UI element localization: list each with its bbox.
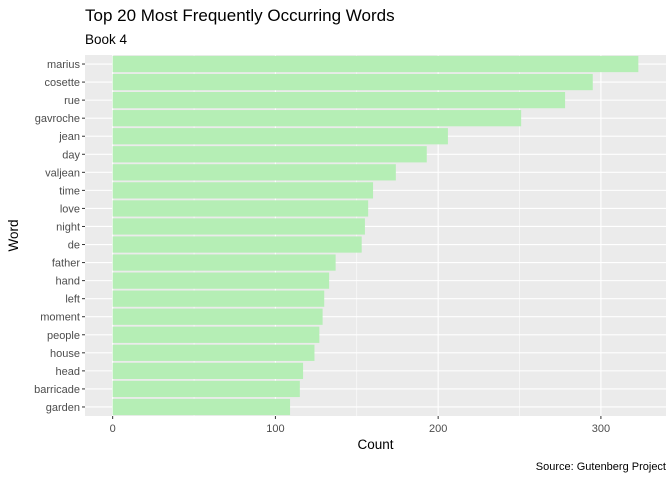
bar-day xyxy=(112,146,427,163)
bar-gavroche xyxy=(112,110,522,127)
y-tick-label: jean xyxy=(58,131,80,143)
x-axis-title: Count xyxy=(357,437,393,452)
bar-valjean xyxy=(112,164,396,181)
y-tick-label: rue xyxy=(64,95,80,107)
bar-moment xyxy=(112,308,323,325)
x-tick-label: 0 xyxy=(110,423,116,435)
plot-panel xyxy=(85,55,666,416)
bar-marius xyxy=(112,55,639,73)
y-tick-label: barricade xyxy=(34,384,80,396)
bars xyxy=(112,55,639,416)
bar-father xyxy=(112,254,336,271)
y-tick-label: father xyxy=(52,258,80,270)
axes: marius cosette rue gavroche jean day valjean ti… xyxy=(34,59,610,435)
y-tick-label: night xyxy=(56,221,80,233)
y-tick-label: day xyxy=(62,149,80,161)
y-axis-title: Word xyxy=(6,219,21,251)
chart-caption: Source: Gutenberg Project xyxy=(536,461,666,473)
bar-de xyxy=(112,236,362,253)
bar-jean xyxy=(112,128,448,145)
bar-head xyxy=(112,362,304,379)
y-tick-label: gavroche xyxy=(35,113,80,125)
bar-rue xyxy=(112,92,566,109)
bar-garden xyxy=(112,398,291,416)
bar-time xyxy=(112,182,374,199)
bar-cosette xyxy=(112,73,593,91)
y-tick-label: cosette xyxy=(45,77,80,89)
bar-hand xyxy=(112,272,330,289)
y-tick-label: house xyxy=(50,348,80,360)
y-tick-label: people xyxy=(47,330,80,342)
x-tick-label: 300 xyxy=(592,423,610,435)
bar-house xyxy=(112,344,315,361)
y-tick-label: love xyxy=(60,203,80,215)
y-tick-label: garden xyxy=(46,402,80,414)
y-tick-label: hand xyxy=(56,276,80,288)
bar-barricade xyxy=(112,380,300,398)
y-tick-label: valjean xyxy=(45,167,80,179)
chart-subtitle: Book 4 xyxy=(85,32,128,47)
y-tick-label: head xyxy=(56,366,80,378)
y-tick-label: marius xyxy=(47,59,81,71)
x-tick-label: 100 xyxy=(266,423,284,435)
x-tick-label: 200 xyxy=(429,423,447,435)
y-tick-label: time xyxy=(59,185,80,197)
y-tick-label: de xyxy=(68,240,80,252)
bar-left xyxy=(112,290,325,307)
chart-title: Top 20 Most Frequently Occurring Words xyxy=(85,6,395,25)
bar-love xyxy=(112,200,369,217)
y-tick-label: moment xyxy=(40,312,80,324)
bar-people xyxy=(112,326,320,343)
y-tick-label: left xyxy=(65,294,80,306)
bar-night xyxy=(112,218,365,235)
